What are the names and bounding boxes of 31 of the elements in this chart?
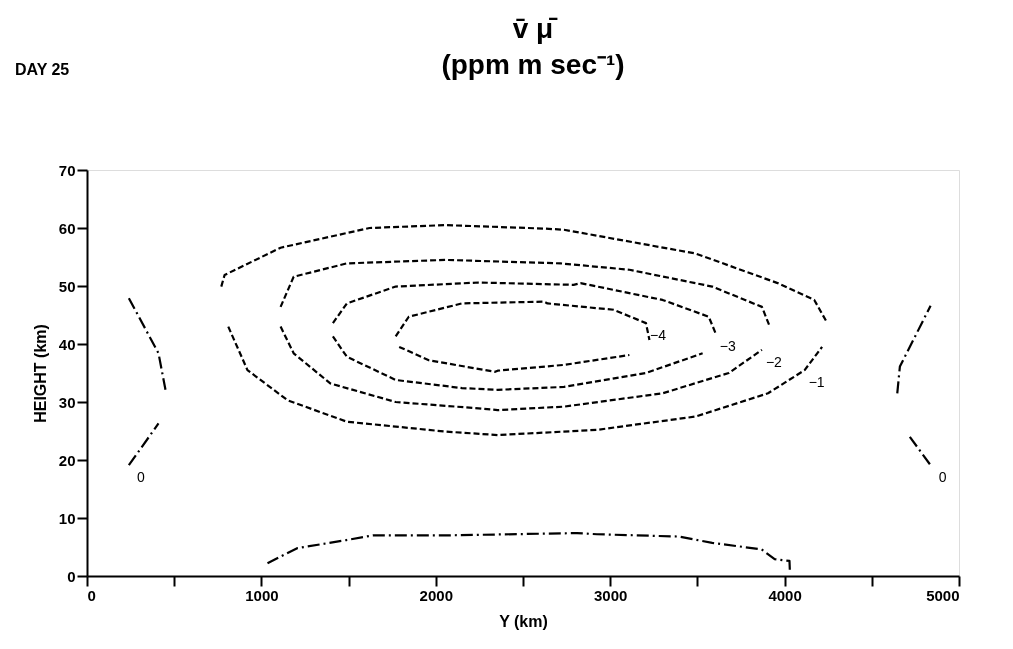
annotation: −4 xyxy=(649,327,667,344)
x-tick-label: 5000 xyxy=(926,586,960,604)
y-tick-label: 70 xyxy=(58,161,76,179)
annotation: 0 xyxy=(938,469,947,486)
chart-subtitle: (ppm m sec⁻¹) xyxy=(441,49,625,80)
y-tick-label: 60 xyxy=(58,219,76,237)
x-tick-label: 0 xyxy=(87,586,96,604)
y-tick-label: 40 xyxy=(58,335,76,353)
x-tick-label: 1000 xyxy=(245,586,279,604)
y-tick-label: 10 xyxy=(58,509,76,527)
line-series xyxy=(398,345,631,373)
y-tick-label: 0 xyxy=(67,567,76,585)
annotation: 0 xyxy=(136,469,145,486)
line-series xyxy=(279,325,764,412)
line-series xyxy=(227,325,824,437)
x-tick-label: 4000 xyxy=(768,586,802,604)
y-axis-title: HEIGHT (km) xyxy=(31,324,49,423)
x-axis-title: Y (km) xyxy=(499,612,548,630)
text: DAY 25 xyxy=(15,61,70,78)
x-tick-label: 2000 xyxy=(419,586,453,604)
chart-title: v̄ μ̄ xyxy=(512,13,559,44)
y-tick-label: 50 xyxy=(58,277,76,295)
y-tick-label: 20 xyxy=(58,451,76,469)
y-tick-label: 30 xyxy=(58,393,76,411)
line-series xyxy=(266,531,791,572)
line-series xyxy=(394,300,651,342)
annotation: −3 xyxy=(719,337,736,354)
line-series xyxy=(279,258,771,328)
x-tick-label: 3000 xyxy=(594,586,628,604)
annotation: −1 xyxy=(808,374,825,391)
annotation: −2 xyxy=(765,353,783,370)
